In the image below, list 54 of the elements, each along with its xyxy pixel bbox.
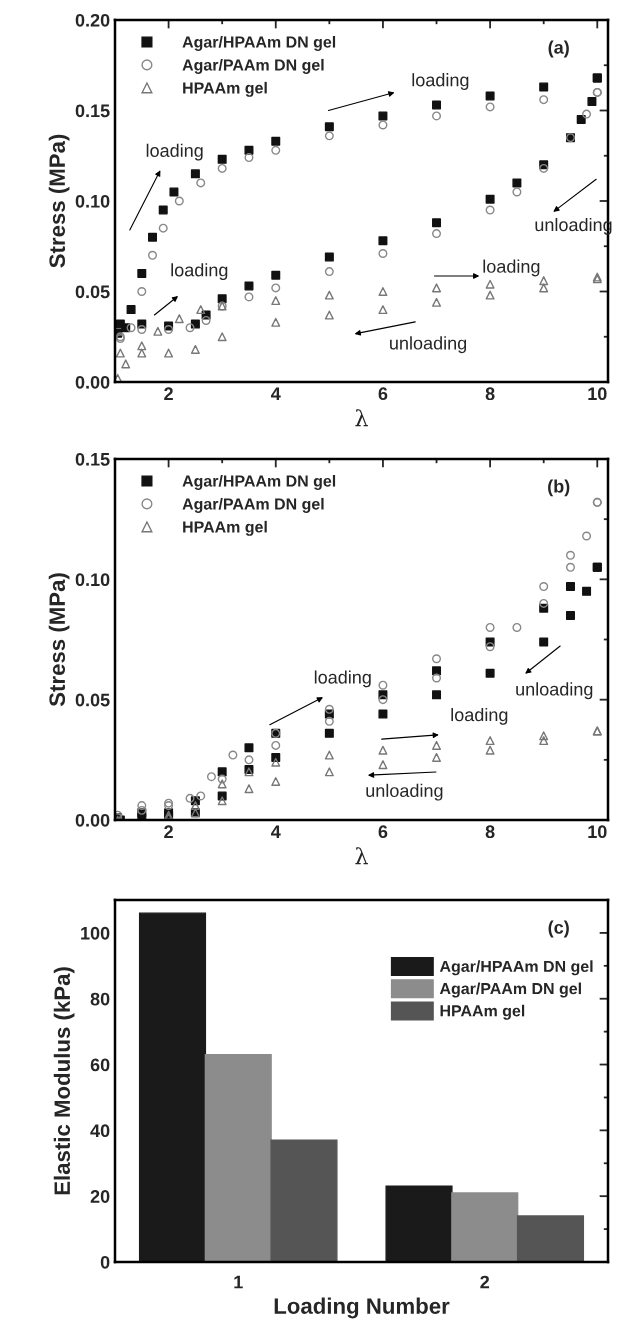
annotation: loading bbox=[412, 73, 469, 90]
y-tick-label: 0.20 bbox=[75, 13, 110, 27]
legend-label: Agar/PAAm DN gel bbox=[439, 982, 581, 998]
y-tick-label: 40 bbox=[90, 1124, 110, 1138]
x-tick-label: 2 bbox=[480, 1275, 490, 1289]
legend-label: HPAAm gel bbox=[440, 1004, 525, 1020]
annotation: unloading bbox=[390, 336, 467, 354]
y-tick-label: 0.05 bbox=[75, 693, 110, 707]
x-axis-title: λ bbox=[355, 409, 368, 427]
annotation: loading bbox=[314, 670, 371, 688]
legend-label: Agar/PAAm DN gel bbox=[182, 497, 324, 513]
x-tick-label: 4 bbox=[271, 825, 281, 838]
y-tick-label: 100 bbox=[81, 926, 110, 940]
x-tick-label: 4 bbox=[271, 387, 281, 400]
y-axis-title: Stress (MPa) bbox=[48, 134, 70, 268]
x-axis-title: λ bbox=[355, 847, 368, 865]
x-tick-label: 8 bbox=[485, 387, 495, 401]
legend-label: Agar/PAAm DN gel bbox=[182, 58, 324, 74]
x-tick-label: 2 bbox=[164, 387, 173, 400]
annotation: unloading bbox=[516, 682, 593, 700]
x-tick-label: 2 bbox=[164, 825, 173, 838]
x-tick-label: 6 bbox=[378, 825, 388, 839]
annotation: (c) bbox=[548, 920, 569, 938]
y-axis-title: Elastic Modulus (kPa) bbox=[53, 967, 75, 1195]
y-tick-label: 0.10 bbox=[75, 194, 110, 208]
y-tick-label: 0.05 bbox=[75, 285, 110, 299]
legend-label: Agar/HPAAm DN gel bbox=[182, 35, 336, 51]
y-tick-label: 20 bbox=[90, 1190, 110, 1203]
annotation: loading bbox=[171, 263, 228, 281]
x-tick-label: 10 bbox=[588, 387, 607, 401]
y-tick-label: 0.15 bbox=[75, 452, 110, 466]
legend-label: Agar/HPAAm DN gel bbox=[182, 474, 336, 490]
y-tick-label: 80 bbox=[90, 992, 110, 1006]
y-tick-label: 0 bbox=[100, 1255, 110, 1269]
x-axis-title: Loading Number bbox=[274, 1297, 450, 1319]
y-tick-label: 0.00 bbox=[75, 375, 110, 389]
annotation: unloading bbox=[366, 783, 443, 801]
y-tick-label: 0.10 bbox=[75, 573, 110, 587]
x-tick-label: 1 bbox=[234, 1275, 243, 1289]
legend-label: HPAAm gel bbox=[183, 520, 267, 536]
y-tick-label: 0.00 bbox=[75, 813, 110, 827]
x-tick-label: 10 bbox=[588, 825, 607, 839]
y-tick-label: 0.15 bbox=[75, 104, 110, 118]
annotation: (b) bbox=[548, 479, 570, 497]
legend-label: HPAAm gel bbox=[183, 81, 267, 97]
y-tick-label: 60 bbox=[90, 1058, 110, 1072]
x-tick-label: 6 bbox=[378, 387, 388, 401]
annotation: loading bbox=[146, 143, 203, 161]
x-tick-label: 8 bbox=[485, 825, 495, 839]
annotation: loading bbox=[483, 259, 540, 277]
legend-label: Agar/HPAAm DN gel bbox=[439, 960, 593, 976]
annotation: loading bbox=[451, 707, 508, 725]
y-axis-title: Stress (MPa) bbox=[48, 573, 70, 707]
annotation: (a) bbox=[548, 40, 569, 58]
